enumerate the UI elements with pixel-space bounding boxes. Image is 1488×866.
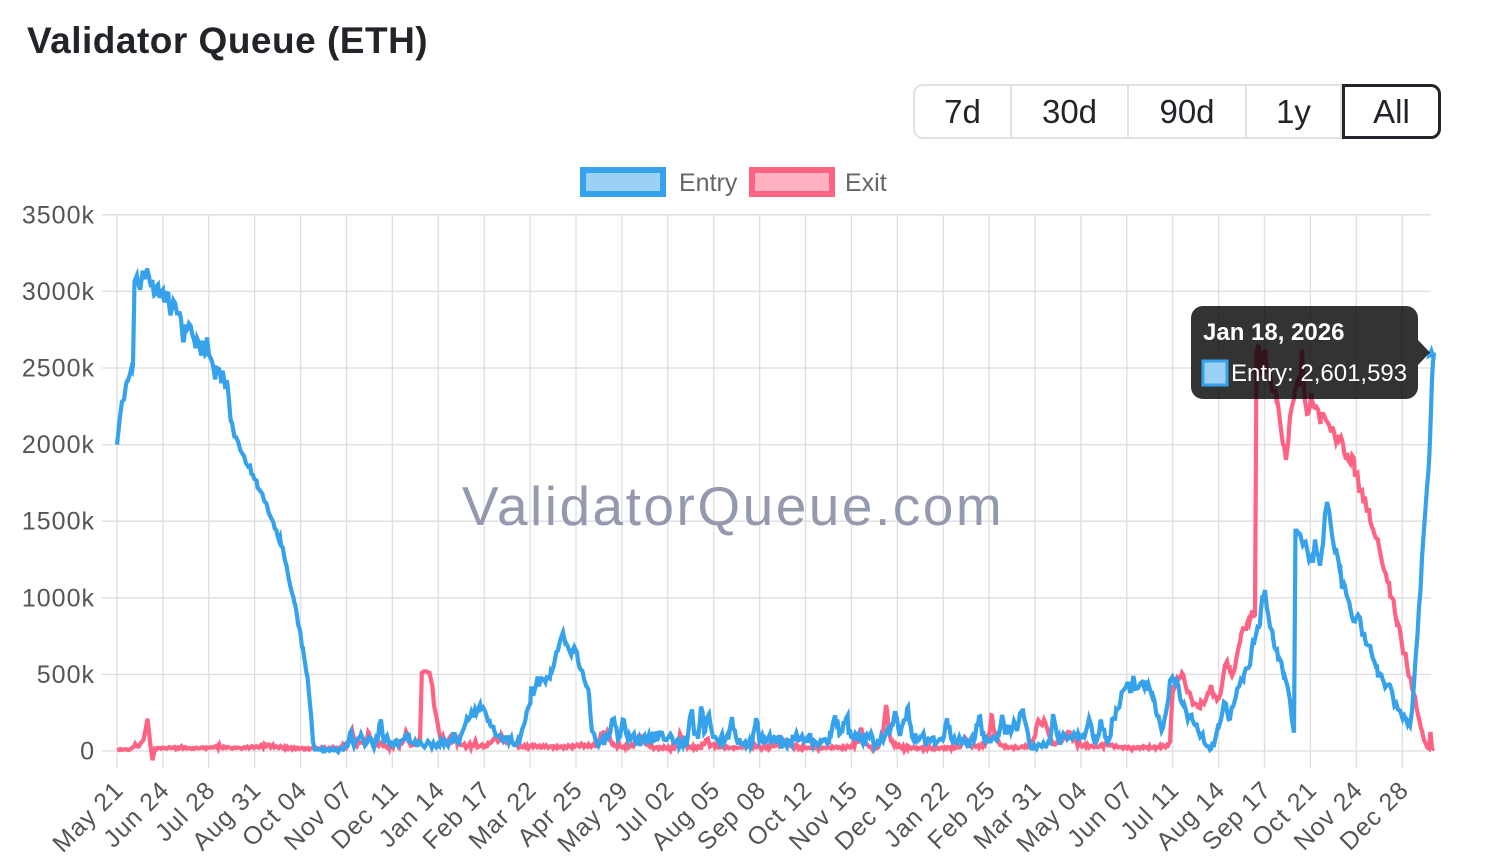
svg-text:1000k: 1000k: [22, 584, 95, 612]
svg-text:Jan 18, 2026: Jan 18, 2026: [1203, 319, 1344, 346]
svg-text:3000k: 3000k: [22, 278, 95, 306]
svg-text:2500k: 2500k: [22, 355, 95, 383]
svg-text:3500k: 3500k: [22, 201, 95, 229]
svg-text:Entry: 2,601,593: Entry: 2,601,593: [1231, 360, 1407, 387]
svg-text:2000k: 2000k: [22, 431, 95, 459]
svg-text:0: 0: [80, 738, 95, 766]
svg-text:ValidatorQueue.com: ValidatorQueue.com: [462, 475, 1004, 537]
svg-text:1500k: 1500k: [22, 508, 95, 536]
svg-text:500k: 500k: [37, 661, 95, 689]
